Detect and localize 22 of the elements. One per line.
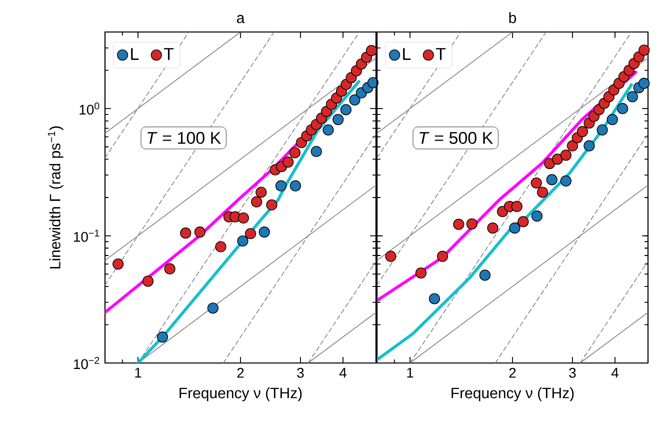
x-tick-label: 4: [339, 368, 346, 378]
x-tick-label: 2: [509, 368, 516, 378]
x-tick-label: 4: [611, 368, 618, 378]
legend-label: T: [164, 48, 174, 60]
legend-label: L: [403, 48, 411, 60]
chart-title: a: [236, 14, 245, 24]
x-axis-title: Frequency ν (THz): [452, 387, 574, 402]
x-tick-label: 2: [237, 368, 244, 378]
x-tick-label: 1: [135, 368, 142, 378]
x-axis-title: Frequency ν (THz): [180, 387, 302, 402]
x-tick-label: 3: [569, 368, 576, 378]
legend-label: T: [436, 48, 446, 60]
y-tick-label: 10$^{−1}$: [74, 230, 100, 242]
y-tick-label: 10$^{0}$: [80, 102, 100, 115]
y-axis-title: Linewidth Γ (rad ps$^{−1}$): [48, 126, 64, 268]
x-tick-label: 3: [297, 368, 304, 378]
chart-title: b: [509, 12, 516, 24]
y-tick-label: 10$^{−2}$: [74, 356, 100, 370]
x-tick-label: 1: [407, 368, 414, 378]
annotation: T = 500 K: [420, 132, 493, 144]
annotation: T = 100 K: [148, 132, 221, 144]
legend-label: L: [131, 48, 139, 60]
